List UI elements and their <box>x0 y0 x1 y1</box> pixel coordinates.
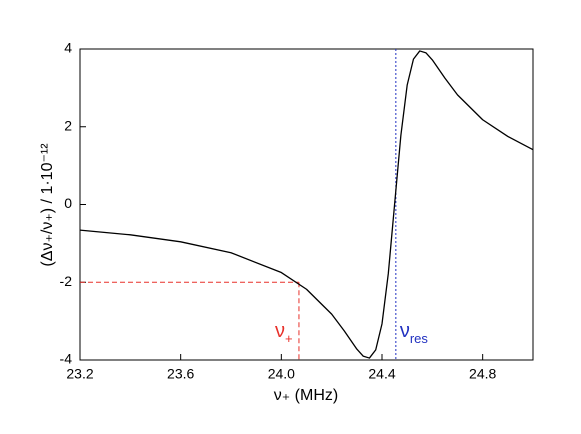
y-tick-label: -4 <box>60 351 73 367</box>
x-tick-label: 24.4 <box>368 366 395 382</box>
x-tick-label: 24.8 <box>469 366 496 382</box>
marker-label-main: ν <box>275 320 285 342</box>
y-tick-label: 4 <box>64 40 72 56</box>
y-tick-label: -2 <box>60 273 73 289</box>
plot-frame <box>79 48 534 361</box>
marker-label-main: ν <box>400 320 410 342</box>
marker-label: ν+ <box>275 320 293 346</box>
y-tick-label: 2 <box>64 117 72 133</box>
x-axis-label: ν₊ (MHz) <box>274 387 338 404</box>
marker-label-sub: + <box>285 331 293 346</box>
marker-label: νres <box>400 320 429 346</box>
y-axis-label: (Δν₊/ν₊) / 1·10⁻¹² <box>39 143 56 267</box>
x-tick-label: 23.6 <box>167 366 194 382</box>
data-line <box>79 50 534 359</box>
y-tick-label: 0 <box>64 195 72 211</box>
marker-label-sub: res <box>410 331 429 346</box>
x-tick-label: 23.2 <box>66 366 93 382</box>
x-tick-label: 24.0 <box>268 366 295 382</box>
